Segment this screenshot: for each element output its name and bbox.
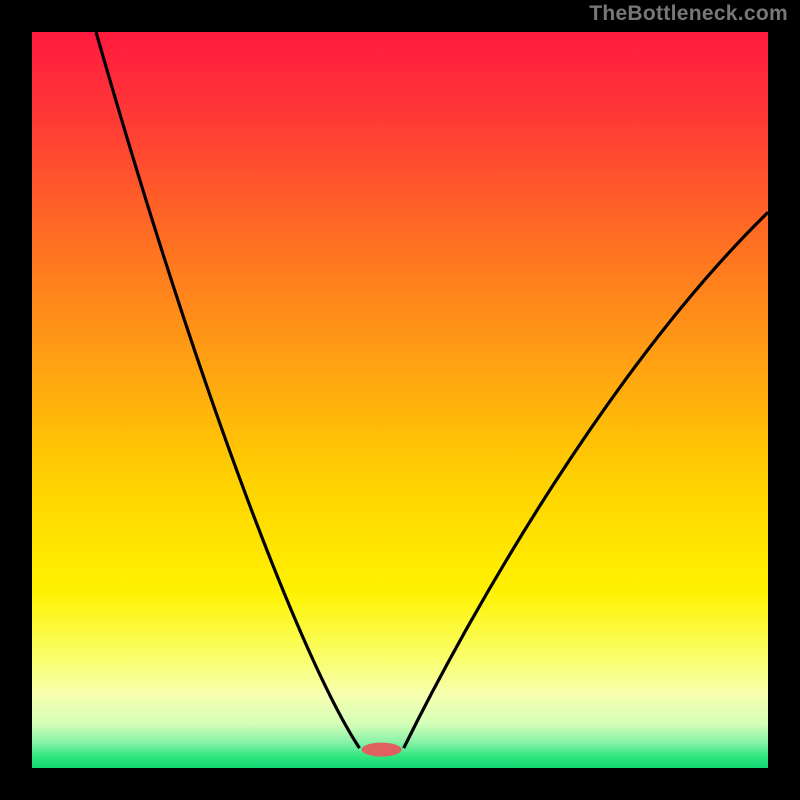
watermark-text: TheBottleneck.com	[589, 2, 788, 26]
optimal-marker	[362, 743, 402, 757]
bottleneck-chart	[0, 0, 800, 800]
plot-background	[32, 32, 768, 768]
chart-container: TheBottleneck.com	[0, 0, 800, 800]
